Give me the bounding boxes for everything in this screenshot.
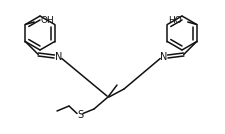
Text: HO: HO — [168, 16, 182, 25]
Text: S: S — [77, 110, 83, 120]
Text: OH: OH — [40, 16, 54, 25]
Text: N: N — [55, 51, 63, 62]
Text: N: N — [160, 51, 167, 62]
